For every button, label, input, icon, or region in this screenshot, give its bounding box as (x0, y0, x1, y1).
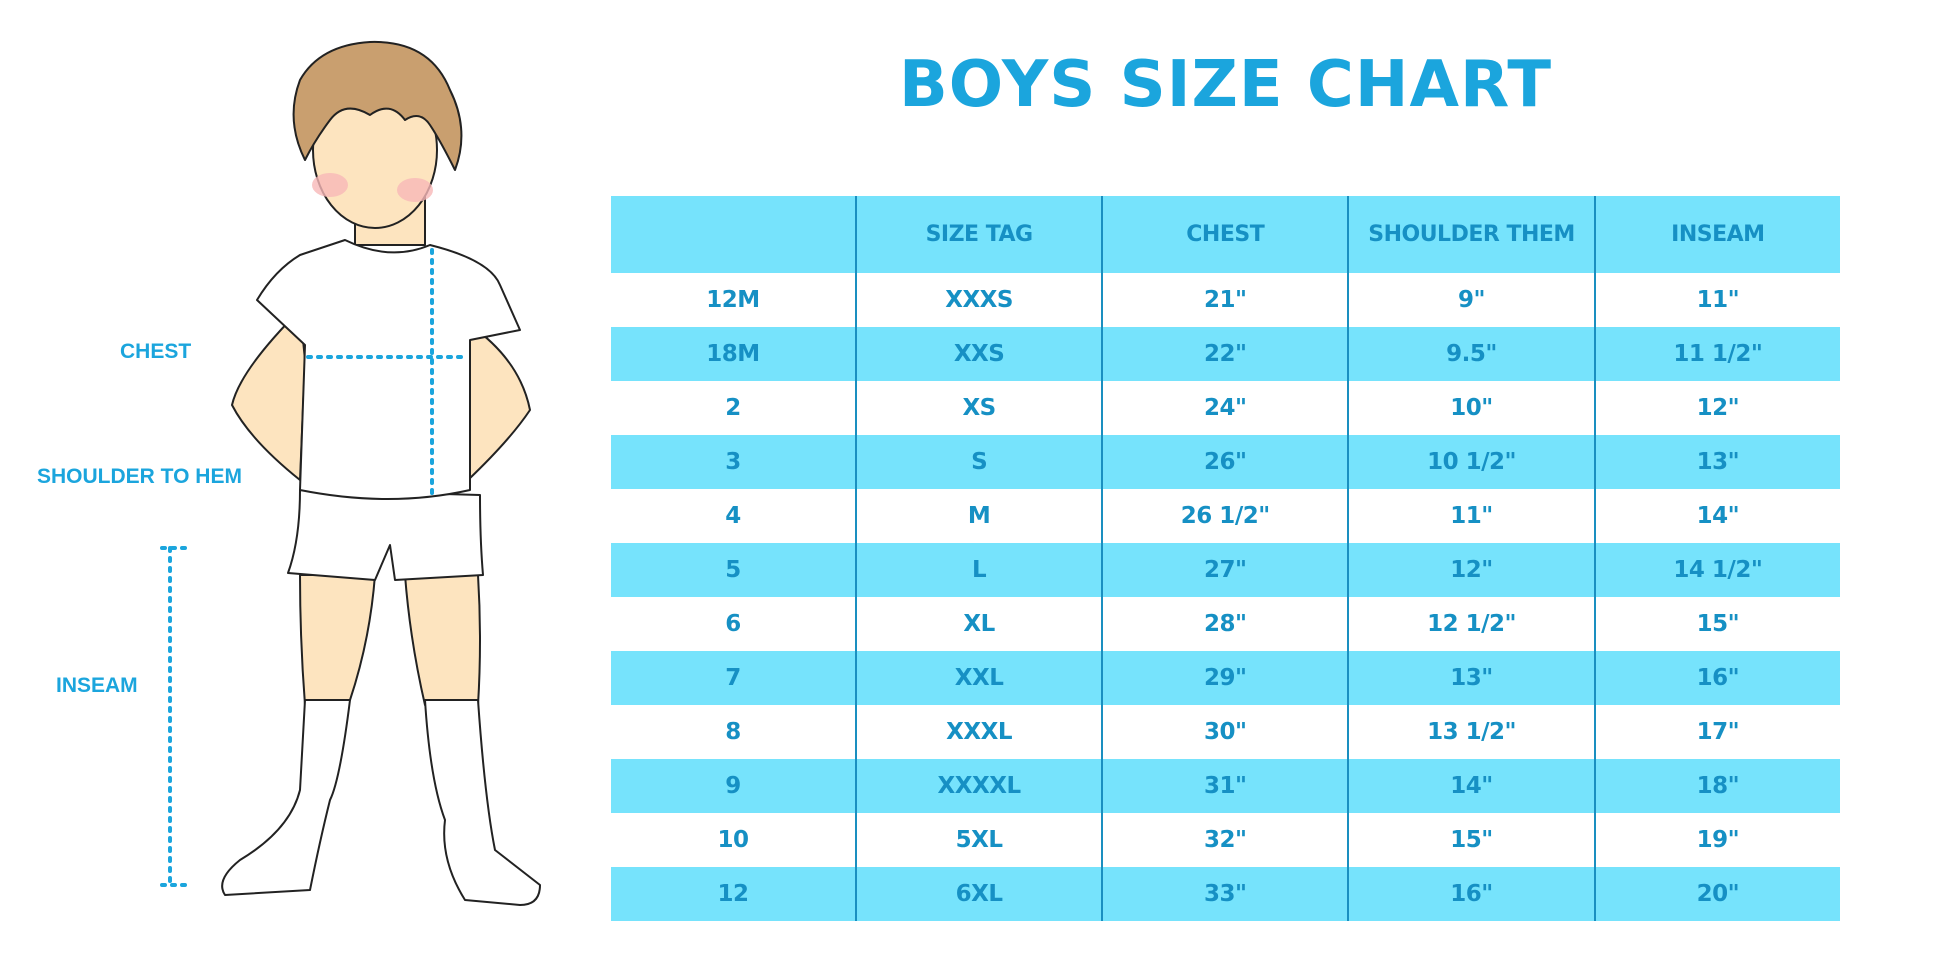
header-inseam: INSEAM (1593, 196, 1840, 273)
cell-size: 12 (611, 867, 857, 921)
cell-inseam: 11 1/2" (1593, 327, 1840, 381)
cell-size: 2 (725, 395, 741, 421)
cell-shoulder: 13" (1347, 651, 1595, 705)
cell-inseam: 13" (1593, 435, 1840, 489)
cell-size-tag: L (855, 543, 1103, 597)
cell-size: 3 (611, 435, 857, 489)
cell-size-tag: 6XL (855, 867, 1103, 921)
cell-chest: 26 1/2" (1101, 489, 1349, 543)
cell-inseam: 12" (1593, 381, 1840, 435)
cell-chest: 24" (1101, 381, 1349, 435)
cell-shoulder: 12" (1347, 543, 1595, 597)
cell-shoulder: 10 1/2" (1347, 435, 1595, 489)
chest-label: CHEST (120, 340, 192, 363)
header-size (611, 196, 857, 273)
table-row: 4 M 26 1/2" 11" 14" (611, 489, 1840, 543)
cell-size: 5 (611, 543, 857, 597)
table-row: 3 S 26" 10 1/2" 13" (611, 435, 1840, 489)
cell-inseam: 19" (1593, 813, 1840, 867)
cell-shoulder: 11" (1347, 489, 1595, 543)
cell-size: 7 (611, 651, 857, 705)
cell-chest: 22" (1101, 327, 1349, 381)
cell-inseam: 11" (1593, 273, 1840, 327)
cell-chest: 33" (1101, 867, 1349, 921)
cell-size-tag: XXL (855, 651, 1103, 705)
cell-size: 10 (717, 827, 750, 853)
cell-inseam: 20" (1593, 867, 1840, 921)
table-row: 5 L 27" 12" 14 1/2" (611, 543, 1840, 597)
cell-inseam: 14 1/2" (1593, 543, 1840, 597)
table-row: 2 XS 24" 10" 12" (611, 381, 1840, 435)
cell-size-tag: 5XL (855, 813, 1103, 867)
cell-size-tag: XXXL (855, 705, 1103, 759)
cell-inseam: 15" (1593, 597, 1840, 651)
cell-chest: 21" (1101, 273, 1349, 327)
header-chest: CHEST (1101, 196, 1349, 273)
cell-inseam: 18" (1593, 759, 1840, 813)
cell-chest: 28" (1101, 597, 1349, 651)
table-row: 7 XXL 29" 13" 16" (611, 651, 1840, 705)
cell-shoulder: 16" (1347, 867, 1595, 921)
cell-size: 9 (611, 759, 857, 813)
cell-size-tag: XXXS (855, 273, 1103, 327)
cell-size: 6 (725, 611, 741, 637)
cell-chest: 32" (1101, 813, 1349, 867)
cell-inseam: 14" (1593, 489, 1840, 543)
cell-shoulder: 15" (1347, 813, 1595, 867)
table-header-row: SIZE TAG CHEST SHOULDER THEM INSEAM (611, 196, 1840, 273)
cell-size: 12M (706, 287, 760, 313)
table-row: 9 XXXXL 31" 14" 18" (611, 759, 1840, 813)
cell-size-tag: M (855, 489, 1103, 543)
shoulder-to-hem-label: SHOULDER TO HEM (37, 465, 242, 488)
cell-chest: 31" (1101, 759, 1349, 813)
table-row: 18M XXS 22" 9.5" 11 1/2" (611, 327, 1840, 381)
cell-shoulder: 13 1/2" (1347, 705, 1595, 759)
cell-chest: 29" (1101, 651, 1349, 705)
cell-shoulder: 9" (1347, 273, 1595, 327)
cell-size-tag: XL (855, 597, 1103, 651)
table-row: 12M XXXS 21" 9" 11" (611, 273, 1840, 327)
cell-inseam: 16" (1593, 651, 1840, 705)
cell-size-tag: XXXXL (855, 759, 1103, 813)
cell-size-tag: S (855, 435, 1103, 489)
header-shoulder: SHOULDER THEM (1347, 196, 1595, 273)
cell-size: 18M (611, 327, 857, 381)
table-row: 8 XXXL 30" 13 1/2" 17" (611, 705, 1840, 759)
cell-shoulder: 14" (1347, 759, 1595, 813)
page-title: BOYS SIZE CHART (898, 48, 1553, 122)
cell-size: 8 (725, 719, 741, 745)
cell-shoulder: 10" (1347, 381, 1595, 435)
cell-size-tag: XS (855, 381, 1103, 435)
cell-shoulder: 12 1/2" (1347, 597, 1595, 651)
table-row: 10 5XL 32" 15" 19" (611, 813, 1840, 867)
cell-inseam: 17" (1593, 705, 1840, 759)
table-row: 12 6XL 33" 16" 20" (611, 867, 1840, 921)
cell-chest: 27" (1101, 543, 1349, 597)
size-table: SIZE TAG CHEST SHOULDER THEM INSEAM 12M X… (611, 196, 1840, 921)
table-row: 6 XL 28" 12 1/2" 15" (611, 597, 1840, 651)
cell-shoulder: 9.5" (1347, 327, 1595, 381)
cell-chest: 26" (1101, 435, 1349, 489)
inseam-label: INSEAM (56, 674, 138, 697)
cell-chest: 30" (1101, 705, 1349, 759)
cell-size: 4 (725, 503, 741, 529)
cell-size-tag: XXS (855, 327, 1103, 381)
header-size-tag: SIZE TAG (855, 196, 1103, 273)
